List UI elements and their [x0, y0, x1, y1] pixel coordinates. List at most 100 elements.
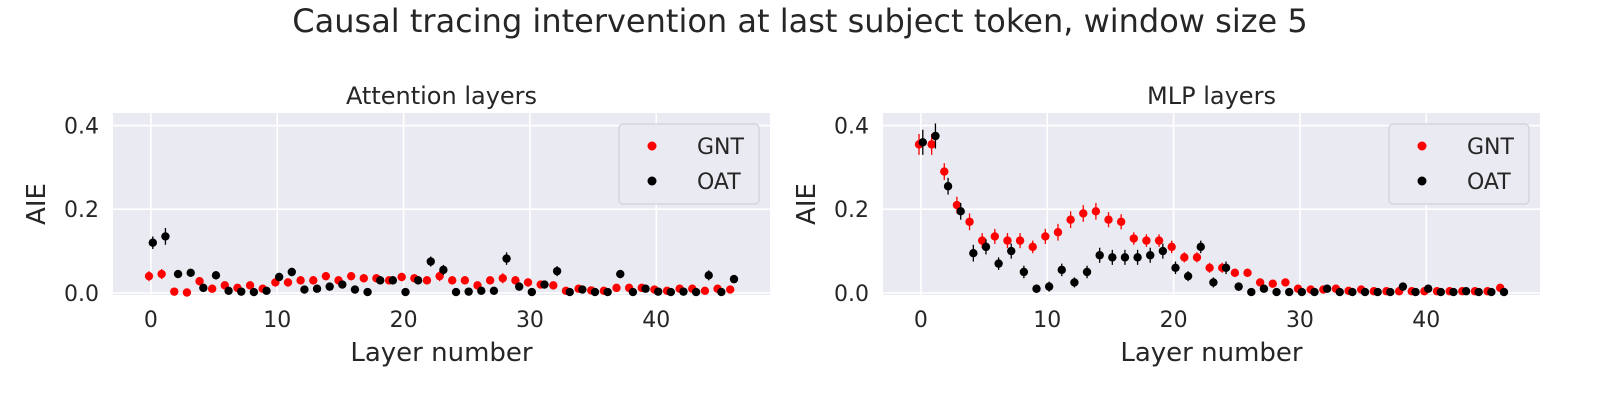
data-point	[981, 242, 991, 252]
data-point	[578, 285, 587, 294]
data-point	[1053, 228, 1063, 237]
data-point	[616, 269, 625, 279]
data-point	[157, 269, 166, 279]
data-point	[237, 287, 246, 296]
data-point	[1032, 284, 1041, 293]
data-point	[1079, 209, 1088, 218]
data-point	[1104, 215, 1113, 224]
data-point	[1209, 278, 1218, 287]
data-point	[182, 288, 192, 297]
data-point	[540, 280, 549, 289]
data-point	[346, 271, 356, 281]
data-point	[1373, 287, 1382, 297]
data-point	[426, 257, 435, 266]
data-point	[1474, 287, 1483, 297]
data-point	[1167, 242, 1176, 252]
data-point	[1196, 242, 1205, 252]
x-axis-label: Layer number	[1120, 338, 1303, 368]
data-point	[195, 276, 204, 286]
data-point	[1129, 234, 1138, 243]
data-point	[990, 232, 1000, 241]
series-OAT	[148, 228, 739, 297]
data-point	[527, 287, 537, 297]
data-point	[413, 276, 423, 285]
data-point	[511, 276, 520, 285]
data-point	[590, 287, 600, 297]
data-point	[717, 287, 726, 297]
data-point	[1259, 284, 1269, 293]
data-point	[1108, 253, 1117, 262]
data-point	[1192, 253, 1202, 262]
data-point	[977, 236, 987, 245]
data-point	[1487, 287, 1496, 297]
data-point	[161, 232, 170, 241]
chart-panel-1: 0 10 20 30 40 0.0 0.2 0.4 Attention layers Layer …	[22, 82, 770, 368]
legend-label: GNT	[697, 135, 745, 160]
x-tick-label: 20	[390, 308, 418, 333]
y-axis-label: AIE	[792, 183, 822, 225]
data-point	[300, 285, 309, 294]
data-point	[1348, 287, 1357, 297]
data-point	[448, 276, 457, 285]
chart-panel-2: 0 10 20 30 40 0.0 0.2 0.4 MLP layers Layer number…	[792, 82, 1540, 368]
data-point	[477, 286, 486, 296]
data-point	[1133, 253, 1142, 262]
data-point	[460, 276, 470, 285]
y-tick-label: 0.2	[64, 198, 99, 223]
data-point	[1028, 242, 1037, 252]
data-point	[170, 287, 179, 296]
data-point	[1205, 263, 1214, 273]
data-point	[1449, 287, 1458, 297]
data-point	[498, 274, 507, 283]
data-point	[401, 287, 410, 297]
data-point	[1234, 282, 1243, 291]
panel-title: MLP layers	[1147, 82, 1276, 110]
data-point	[969, 248, 978, 258]
legend-label: OAT	[697, 170, 741, 195]
data-point	[1091, 207, 1101, 216]
data-point	[612, 283, 621, 293]
data-point	[1386, 287, 1395, 297]
data-point	[1360, 287, 1370, 297]
legend: GNT OAT	[618, 123, 760, 205]
data-point	[1116, 217, 1126, 226]
series-OAT	[918, 123, 1509, 297]
legend-marker	[1417, 141, 1427, 151]
x-tick-label: 0	[144, 308, 158, 333]
data-point	[1082, 267, 1092, 277]
data-point	[1398, 282, 1408, 291]
data-point	[956, 207, 965, 216]
data-point	[726, 285, 735, 294]
data-point	[489, 286, 499, 296]
data-point	[249, 287, 259, 297]
data-point	[388, 276, 398, 285]
y-tick-label: 0.0	[834, 282, 869, 307]
data-point	[1007, 246, 1016, 256]
data-point	[1436, 287, 1446, 297]
x-tick-label: 30	[516, 308, 544, 333]
data-point	[704, 271, 713, 280]
data-point	[729, 274, 739, 284]
data-point	[1095, 251, 1104, 260]
data-point	[262, 286, 271, 296]
data-point	[1044, 282, 1054, 291]
data-point	[363, 287, 372, 297]
legend-marker	[647, 141, 657, 151]
data-point	[552, 266, 562, 276]
data-point	[679, 287, 688, 296]
x-tick-label: 20	[1160, 308, 1188, 333]
data-point	[918, 138, 927, 147]
data-point	[1057, 265, 1066, 275]
data-point	[312, 284, 322, 293]
x-tick-label: 40	[1412, 308, 1440, 333]
data-point	[1230, 268, 1240, 278]
data-point	[245, 281, 255, 290]
data-point	[1120, 253, 1130, 262]
legend-label: GNT	[1467, 135, 1515, 160]
data-point	[1243, 268, 1252, 278]
data-point	[397, 272, 406, 282]
data-point	[464, 287, 473, 296]
data-point	[1423, 284, 1433, 293]
data-point	[1154, 236, 1164, 245]
